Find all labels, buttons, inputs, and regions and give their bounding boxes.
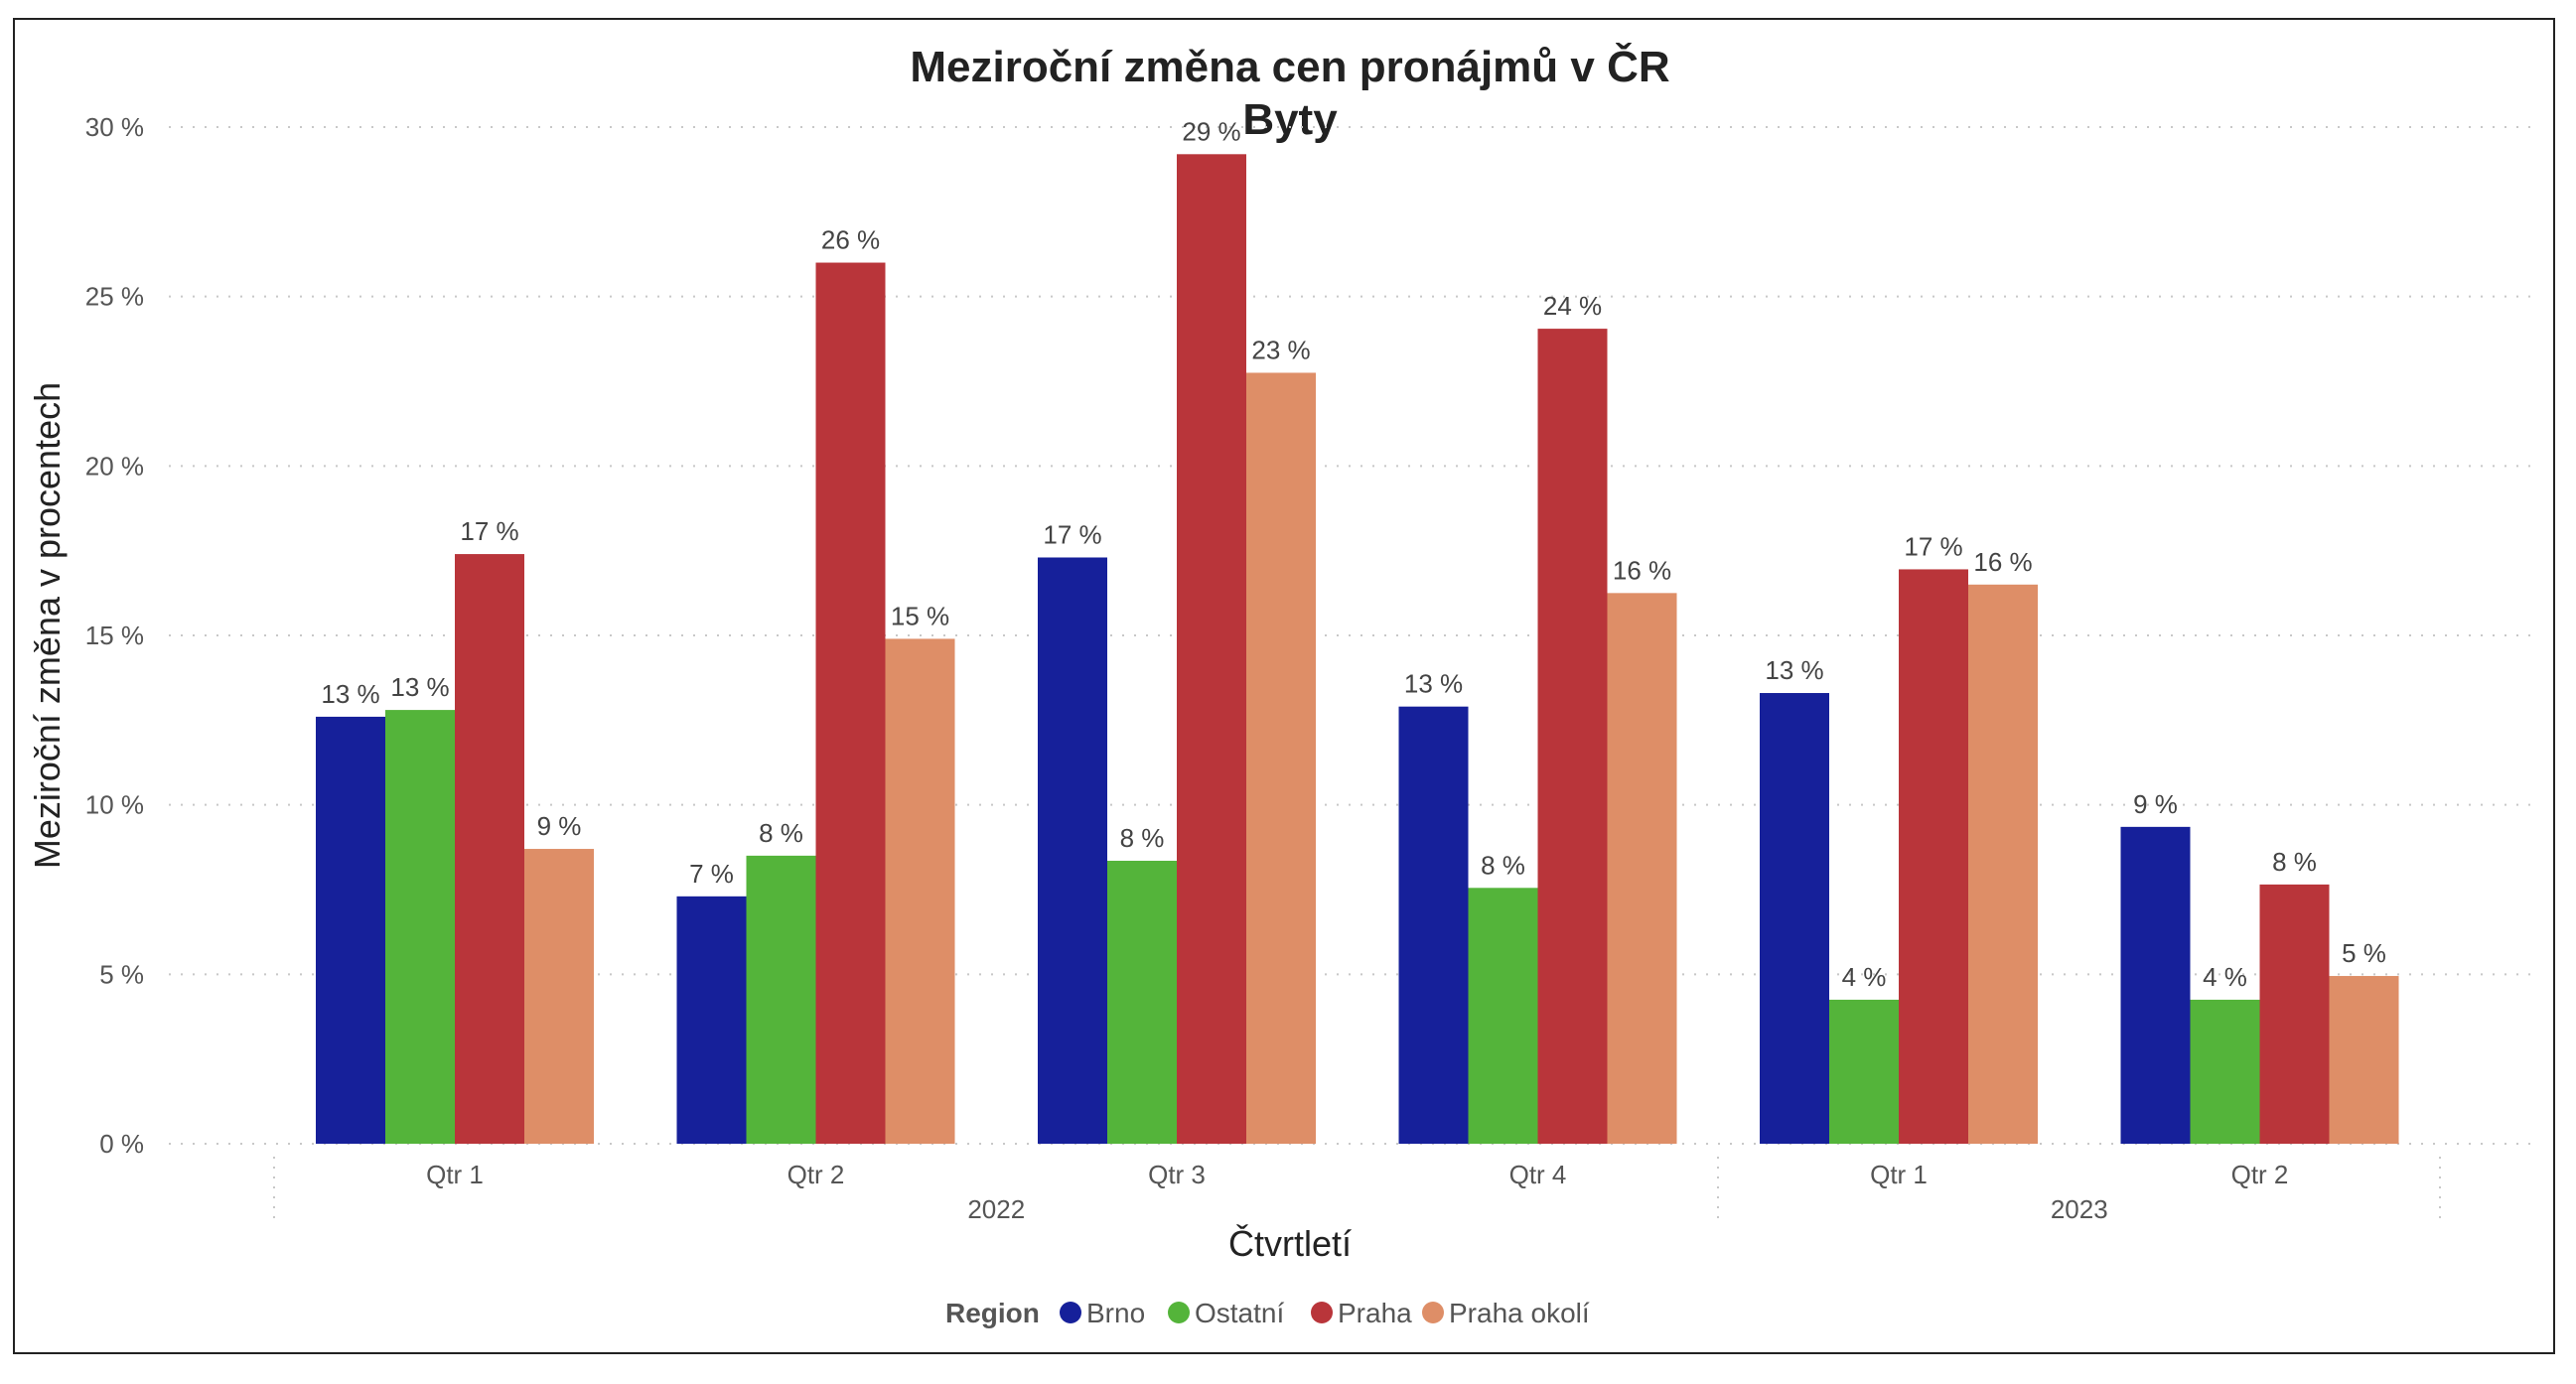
y-tick-label: 30 %: [85, 112, 144, 142]
bar-ostatní[interactable]: [385, 710, 455, 1144]
x-tick-label: Qtr 1: [1870, 1160, 1928, 1189]
y-axis-title: Meziroční změna v procentech: [27, 382, 68, 869]
legend[interactable]: Region Brno Ostatní Praha Praha okolí: [945, 1298, 1590, 1328]
legend-marker: [1060, 1302, 1081, 1323]
legend-item[interactable]: Brno: [1086, 1298, 1145, 1328]
data-label: 24 %: [1543, 291, 1602, 321]
x-tick-label: Qtr 2: [787, 1160, 845, 1189]
data-label: 8 %: [759, 818, 803, 848]
bar-praha-okolí[interactable]: [1246, 372, 1316, 1144]
data-label: 15 %: [891, 601, 949, 630]
bar-ostatní[interactable]: [2190, 999, 2260, 1144]
bar-praha-okolí[interactable]: [1968, 584, 2038, 1144]
data-label: 13 %: [390, 672, 449, 702]
legend-title: Region: [945, 1298, 1040, 1328]
bar-praha-okolí[interactable]: [2329, 976, 2399, 1144]
chart-title: Meziroční změna cen pronájmů v ČR: [910, 41, 1669, 91]
data-label: 8 %: [1481, 850, 1525, 880]
y-tick-label: 25 %: [85, 282, 144, 312]
bar-praha-okolí[interactable]: [885, 638, 955, 1144]
bar-praha[interactable]: [815, 262, 886, 1144]
data-labels: 13 % 13 % 17 % 9 % 7 % 8 % 26 % 15 % 17 % 8 % 29 %…: [321, 116, 2386, 992]
bar-praha-okolí[interactable]: [524, 849, 594, 1144]
data-label: 13 %: [1765, 655, 1823, 685]
data-label: 17 %: [460, 516, 518, 546]
legend-item[interactable]: Praha: [1338, 1298, 1412, 1328]
y-tick-label: 10 %: [85, 790, 144, 820]
data-label: 4 %: [2203, 962, 2247, 992]
data-label: 8 %: [2272, 847, 2317, 877]
data-label: 9 %: [537, 811, 582, 841]
bar-brno[interactable]: [1760, 693, 1829, 1144]
bar-praha[interactable]: [455, 554, 524, 1144]
data-label: 23 %: [1251, 335, 1310, 364]
data-label: 9 %: [2133, 789, 2178, 819]
data-label: 17 %: [1904, 531, 1962, 561]
x-axis-title: Čtvrtletí: [1228, 1223, 1352, 1264]
bar-ostatní[interactable]: [746, 855, 816, 1144]
bar-ostatní[interactable]: [1107, 860, 1177, 1144]
data-label: 5 %: [2342, 938, 2386, 968]
x-tick-label: Qtr 1: [426, 1160, 484, 1189]
y-axis-ticks: 0 % 5 % 10 % 15 % 20 % 25 % 30 %: [85, 112, 144, 1159]
data-label: 13 %: [1404, 669, 1463, 699]
bar-chart: Meziroční změna cen pronájmů v ČR Byty 0…: [27, 41, 2537, 1328]
y-tick-label: 20 %: [85, 451, 144, 481]
bar-ostatní[interactable]: [1468, 888, 1538, 1144]
bar-brno[interactable]: [1038, 557, 1107, 1144]
x-tick-label: Qtr 4: [1509, 1160, 1567, 1189]
bar-praha[interactable]: [2259, 884, 2330, 1144]
data-label: 7 %: [689, 859, 734, 889]
data-label: 17 %: [1043, 519, 1101, 549]
bar-brno[interactable]: [2120, 826, 2191, 1144]
data-label: 8 %: [1120, 823, 1165, 853]
y-tick-label: 15 %: [85, 621, 144, 650]
data-label: 29 %: [1182, 116, 1240, 146]
data-label: 4 %: [1842, 962, 1887, 992]
bar-praha[interactable]: [1537, 329, 1608, 1144]
legend-marker: [1311, 1302, 1333, 1323]
y-tick-label: 5 %: [99, 959, 144, 989]
bar-brno[interactable]: [676, 896, 747, 1144]
bar-brno[interactable]: [316, 716, 385, 1144]
bar-praha[interactable]: [1899, 569, 1968, 1144]
x-axis: Qtr 1 Qtr 2 Qtr 3 Qtr 4 Qtr 1 Qtr 2 2022 2023: [273, 1157, 2441, 1226]
data-label: 16 %: [1613, 555, 1671, 585]
legend-item[interactable]: Praha okolí: [1449, 1298, 1590, 1328]
legend-marker: [1168, 1302, 1190, 1323]
chart-subtitle: Byty: [1242, 95, 1338, 144]
bar-brno[interactable]: [1398, 706, 1469, 1144]
bar-ostatní[interactable]: [1829, 999, 1899, 1144]
data-label: 26 %: [821, 225, 880, 255]
x-group-label: 2022: [967, 1194, 1025, 1224]
bar-praha-okolí[interactable]: [1607, 593, 1677, 1144]
data-label: 13 %: [321, 679, 379, 709]
chart-frame: Meziroční změna cen pronájmů v ČR Byty 0…: [13, 18, 2555, 1354]
bar-praha[interactable]: [1177, 154, 1246, 1145]
x-tick-label: Qtr 3: [1148, 1160, 1206, 1189]
bars[interactable]: [316, 154, 2399, 1145]
x-tick-label: Qtr 2: [2231, 1160, 2289, 1189]
legend-item[interactable]: Ostatní: [1195, 1298, 1284, 1328]
data-label: 16 %: [1973, 547, 2032, 577]
legend-marker: [1422, 1302, 1444, 1323]
y-tick-label: 0 %: [99, 1129, 144, 1159]
x-group-label: 2023: [2051, 1194, 2108, 1224]
